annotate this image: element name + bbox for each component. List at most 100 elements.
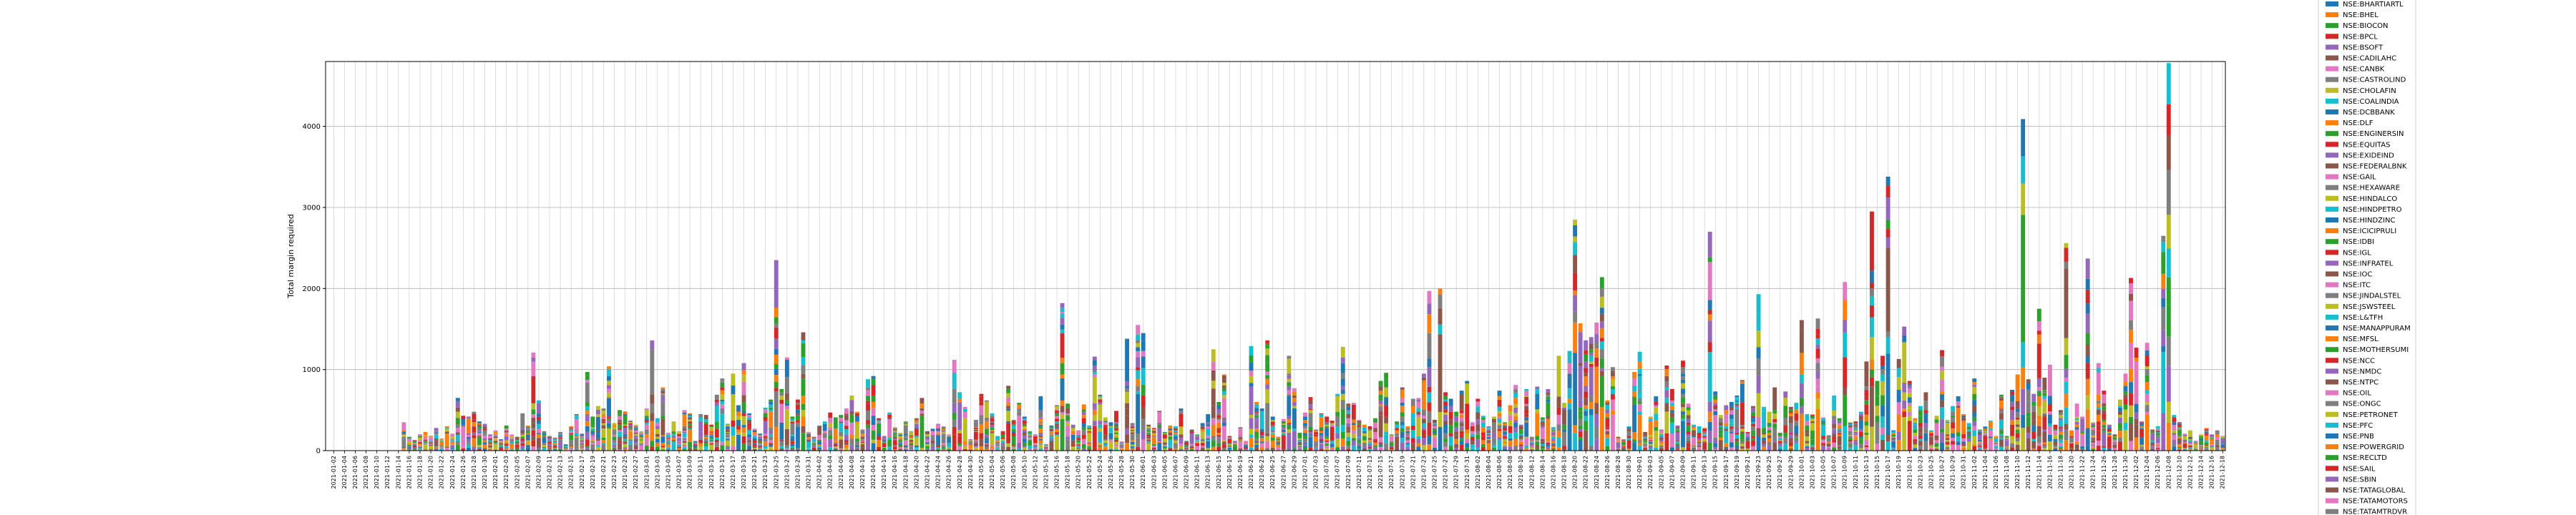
bar-segment <box>601 411 606 413</box>
bar-segment <box>1200 446 1205 448</box>
bar-segment <box>1227 438 1232 443</box>
bar-segment <box>2112 446 2117 448</box>
bar-segment <box>1540 423 1545 425</box>
bar-segment <box>1346 436 1351 441</box>
bar-stack <box>957 392 962 451</box>
bar-segment <box>1400 402 1405 406</box>
bar-segment <box>2117 423 2122 429</box>
bar-segment <box>514 436 519 438</box>
bar-segment <box>801 340 806 344</box>
bar-segment <box>563 444 568 446</box>
bar-segment <box>2182 442 2187 444</box>
bar-segment <box>1055 432 1059 435</box>
bar-segment <box>477 431 482 432</box>
bar-segment <box>590 438 595 440</box>
bar-segment <box>1648 423 1653 436</box>
bar-segment <box>709 434 714 436</box>
bar-segment <box>1324 440 1330 442</box>
bar-segment <box>2204 428 2209 429</box>
bar-segment <box>1940 371 1944 380</box>
bar-segment <box>898 438 903 440</box>
bar-segment <box>1562 446 1566 449</box>
bar-segment <box>1848 423 1853 425</box>
bar-stack <box>2112 434 2117 451</box>
bar-segment <box>1324 443 1330 446</box>
bar-segment <box>1562 448 1566 451</box>
bar-segment <box>1098 445 1103 447</box>
bar-segment <box>1999 398 2004 401</box>
bar-segment <box>1956 396 1961 402</box>
bar-segment <box>1195 440 1200 441</box>
bar-segment <box>655 422 660 426</box>
bar-segment <box>1049 434 1054 436</box>
bar-segment <box>796 448 800 451</box>
bar-segment <box>1654 407 1659 414</box>
bar-segment <box>439 441 444 446</box>
bar-segment <box>1405 436 1410 438</box>
bar-segment <box>720 387 725 391</box>
bar-stack <box>466 416 471 451</box>
bar-segment <box>1017 443 1022 449</box>
bar-segment <box>1000 445 1005 448</box>
bar-segment <box>1815 363 1820 371</box>
bar-segment <box>1578 437 1583 440</box>
bar-segment <box>784 448 789 451</box>
bar-segment <box>1475 412 1480 420</box>
bar-segment <box>1584 353 1589 362</box>
bar-segment <box>1529 438 1534 440</box>
bar-segment <box>406 438 411 439</box>
bar-stack <box>1297 433 1302 451</box>
bar-segment <box>866 387 870 391</box>
bar-segment <box>2210 437 2215 438</box>
x-tick-label: 2021-02-01 <box>492 456 499 489</box>
bar-segment <box>1556 396 1561 408</box>
bar-segment <box>1346 432 1351 437</box>
bar-segment <box>1951 411 1956 416</box>
bar-segment <box>574 448 579 451</box>
bar-segment <box>1395 428 1400 431</box>
bar-segment <box>2112 441 2117 443</box>
bar-segment <box>1707 314 1712 321</box>
bar-segment <box>536 433 541 438</box>
bar-segment <box>1524 445 1529 448</box>
bar-segment <box>595 431 600 434</box>
bar-stack <box>644 408 649 451</box>
bar-segment <box>1885 197 1890 220</box>
x-tick-label: 2021-04-24 <box>935 456 942 489</box>
bar-segment <box>1340 438 1345 447</box>
bar-segment <box>1443 428 1448 433</box>
bar-segment <box>2123 417 2128 423</box>
bar-segment <box>2199 445 2203 447</box>
bar-stack <box>1254 402 1259 451</box>
bar-segment <box>779 392 784 396</box>
bar-segment <box>1945 448 1950 451</box>
bar-segment <box>844 448 849 451</box>
bar-segment <box>693 442 698 443</box>
bar-segment <box>1114 436 1118 438</box>
bar-stack <box>1956 396 1961 451</box>
bar-segment <box>1999 439 2004 447</box>
bar-segment <box>2096 368 2101 373</box>
bar-segment <box>1017 404 1022 409</box>
bar-segment <box>1692 426 1696 427</box>
bar-segment <box>2059 428 2063 432</box>
x-tick-label: 2021-04-30 <box>967 456 974 489</box>
bar-segment <box>731 408 736 421</box>
bar-segment <box>1686 434 1691 437</box>
bar-segment <box>1114 444 1118 447</box>
bar-segment <box>2199 448 2203 450</box>
bar-segment <box>1751 423 1755 427</box>
bar-segment <box>909 431 914 432</box>
bar-segment <box>1637 445 1642 451</box>
bar-segment <box>1686 418 1691 423</box>
bar-segment <box>1335 396 1340 400</box>
bar-segment <box>1864 396 1869 401</box>
bar-segment <box>2047 411 2052 415</box>
bar-stack <box>423 431 428 451</box>
bar-segment <box>2059 446 2063 448</box>
bar-segment <box>531 376 536 403</box>
bar-segment <box>2031 420 2036 426</box>
bar-segment <box>2036 391 2041 397</box>
bar-segment <box>1136 367 1141 371</box>
bar-segment <box>1427 367 1432 387</box>
